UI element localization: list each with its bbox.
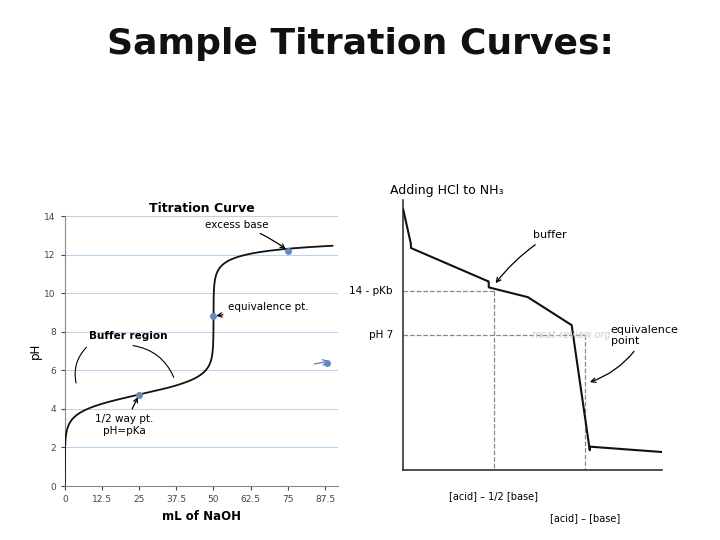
Text: [acid] – [base]: [acid] – [base]	[549, 513, 620, 523]
Text: Adding HCl to NH₃: Adding HCl to NH₃	[390, 184, 504, 197]
Text: Buffer region: Buffer region	[89, 332, 167, 341]
Text: buffer: buffer	[497, 231, 567, 282]
Text: excess base: excess base	[204, 220, 284, 248]
Text: 14 - pKb: 14 - pKb	[349, 286, 393, 296]
Text: equivalence
point: equivalence point	[591, 325, 678, 382]
Text: mcat-review.org: mcat-review.org	[532, 330, 611, 340]
Text: 1/2 way pt.
pH=pKa: 1/2 way pt. pH=pKa	[95, 399, 153, 436]
Text: pH 7: pH 7	[369, 330, 393, 340]
Text: equivalence pt.: equivalence pt.	[217, 302, 309, 317]
Title: Titration Curve: Titration Curve	[149, 202, 254, 215]
Text: Sample Titration Curves:: Sample Titration Curves:	[107, 27, 613, 61]
X-axis label: mL of NaOH: mL of NaOH	[162, 510, 241, 523]
Y-axis label: pH: pH	[29, 343, 42, 359]
Text: [acid] – 1/2 [base]: [acid] – 1/2 [base]	[449, 491, 539, 502]
